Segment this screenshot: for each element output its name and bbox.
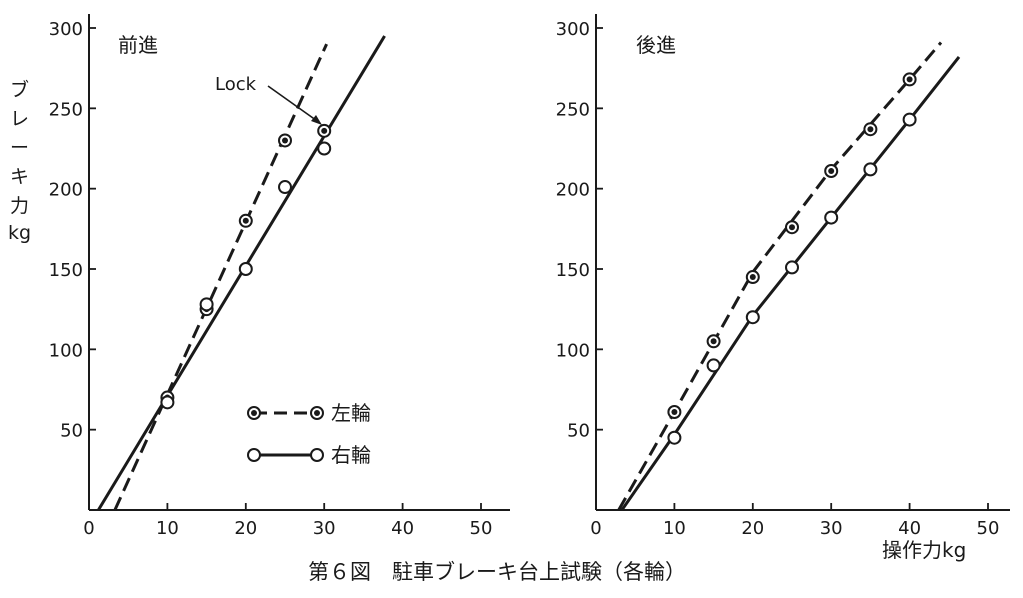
forward-left-wheel-point-dot	[282, 137, 288, 144]
reverse-y-tick-label: 100	[556, 340, 590, 361]
reverse-chart-axes	[595, 14, 1010, 511]
forward-y-tick-label: 150	[49, 260, 83, 281]
forward-y-tick-label: 250	[49, 99, 83, 120]
forward-right-wheel-point	[238, 262, 253, 276]
forward-chart-title: 前進	[118, 33, 158, 57]
legend-left-wheel-marker-start-dot	[251, 410, 257, 416]
reverse-chart-title: 後進	[636, 33, 676, 57]
reverse-chart-panel: 0 10 20 30 40 50 50 100 150 200 250 300 後進	[556, 14, 1010, 539]
reverse-x-tick-label: 30	[820, 518, 843, 539]
forward-right-wheel-point	[278, 180, 292, 195]
reverse-left-wheel-point-dot	[828, 167, 835, 174]
reverse-chart-tick-labels: 0 10 20 30 40 50 50 100 150 200 250 300	[556, 19, 1000, 539]
forward-right-wheel-point	[199, 297, 214, 312]
forward-chart-axes	[88, 14, 510, 511]
reverse-right-wheel-point	[785, 260, 799, 275]
reverse-left-wheel-point-dot	[671, 408, 678, 415]
lock-annotation-arrowhead	[311, 115, 322, 125]
forward-chart-ticks	[89, 27, 482, 510]
reverse-chart-ticks	[596, 27, 989, 510]
forward-y-tick-label: 200	[49, 180, 83, 201]
legend-right-wheel-marker-end	[310, 448, 324, 462]
reverse-y-tick-label: 300	[556, 19, 590, 40]
reverse-left-wheel-point-dot	[749, 274, 756, 281]
reverse-right-wheel-point	[863, 162, 878, 177]
forward-left-wheel-point-dot	[321, 127, 328, 134]
forward-y-tick-label: 50	[60, 421, 83, 442]
reverse-x-tick-label: 10	[663, 518, 686, 539]
y-axis-label: ブ レ ー キ 力 kg	[8, 78, 31, 244]
y-axis-label-unit: kg	[8, 222, 31, 244]
legend-left-wheel-marker-end-dot	[314, 410, 320, 416]
reverse-x-tick-label: 20	[741, 518, 764, 539]
reverse-x-tick-label: 50	[977, 518, 1000, 539]
forward-chart-tick-labels: 0 10 20 30 40 50 50 100 150 200 250 300	[49, 19, 493, 539]
reverse-y-tick-label: 200	[556, 180, 590, 201]
lock-annotation: Lock	[215, 74, 322, 125]
reverse-right-wheel-point	[902, 112, 917, 127]
legend-left-wheel-label: 左輪	[331, 401, 371, 425]
forward-right-wheel-point	[317, 141, 332, 156]
reverse-chart-markers	[667, 72, 917, 445]
forward-left-wheel-point-dot	[242, 217, 249, 224]
reverse-right-wheel-point	[745, 310, 760, 325]
reverse-y-tick-label: 50	[567, 421, 590, 442]
legend: 左輪 右輪	[247, 401, 371, 467]
forward-x-tick-label: 0	[83, 518, 94, 539]
reverse-left-wheel-point-dot	[906, 76, 913, 83]
forward-left-wheel-line	[113, 43, 328, 511]
reverse-y-tick-label: 150	[556, 260, 590, 281]
reverse-right-wheel-point	[824, 210, 839, 225]
lock-annotation-label: Lock	[215, 74, 257, 95]
forward-chart-panel: 0 10 20 30 40 50 50 100 150 200 250 300 前進 Lock 左輪 …	[49, 14, 510, 539]
forward-chart-markers	[160, 123, 332, 410]
lock-annotation-arrow	[267, 85, 321, 124]
reverse-left-wheel-point-dot	[789, 224, 795, 231]
y-axis-label-char: 力	[10, 195, 29, 217]
reverse-right-wheel-point	[706, 358, 721, 373]
forward-y-tick-label: 300	[49, 19, 83, 40]
reverse-x-tick-label: 40	[898, 518, 921, 539]
y-axis-label-char: ー	[10, 137, 29, 159]
reverse-right-wheel-point	[667, 430, 682, 445]
forward-x-tick-label: 20	[234, 518, 257, 539]
y-axis-label-char: レ	[10, 108, 29, 130]
figure-caption: 第６図 駐車ブレーキ台上試験（各輪）	[308, 560, 686, 584]
forward-x-tick-label: 10	[156, 518, 179, 539]
forward-y-tick-label: 100	[49, 340, 83, 361]
y-axis-label-char: ブ	[10, 78, 29, 101]
reverse-x-tick-label: 0	[590, 518, 601, 539]
legend-right-wheel-marker-start	[247, 448, 261, 462]
reverse-left-wheel-point-dot	[710, 338, 717, 345]
reverse-left-wheel-point-dot	[867, 126, 874, 133]
x-axis-label: 操作力kg	[882, 538, 966, 562]
forward-right-wheel-point	[160, 395, 175, 410]
forward-x-tick-label: 50	[470, 518, 493, 539]
y-axis-label-char: キ	[10, 166, 29, 188]
reverse-left-wheel-line	[617, 41, 943, 511]
forward-x-tick-label: 30	[313, 518, 336, 539]
legend-right-wheel-label: 右輪	[331, 443, 371, 467]
reverse-y-tick-label: 250	[556, 99, 590, 120]
forward-x-tick-label: 40	[391, 518, 414, 539]
